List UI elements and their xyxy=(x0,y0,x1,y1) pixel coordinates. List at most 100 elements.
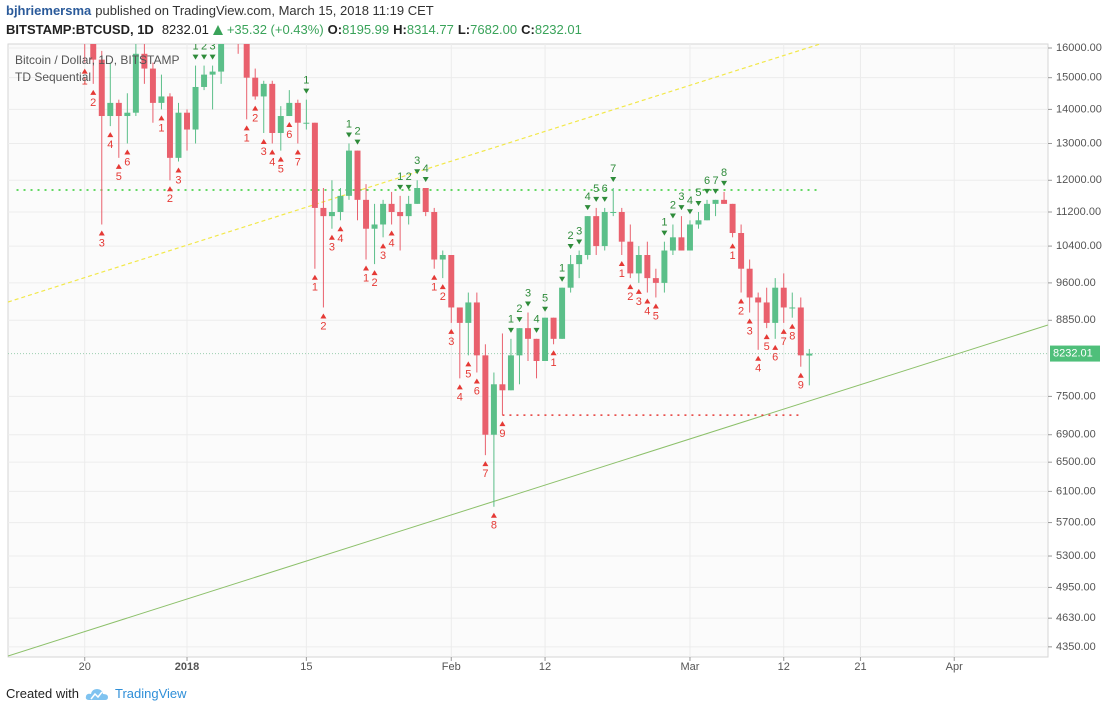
candle-body xyxy=(576,255,583,265)
td-count: 6 xyxy=(124,156,130,168)
candle-body xyxy=(175,112,182,158)
candle-body xyxy=(201,74,208,87)
candle-body xyxy=(789,307,796,309)
y-tick-label: 10400.00 xyxy=(1056,240,1102,252)
td-count: 9 xyxy=(499,428,505,440)
candle-body xyxy=(380,203,387,225)
td-arrow xyxy=(721,180,728,186)
td-count: 4 xyxy=(755,363,761,375)
brand[interactable]: TradingView xyxy=(114,686,187,701)
y-tick-label: 14000.00 xyxy=(1056,103,1102,115)
last-price-label: 8232.01 xyxy=(1053,347,1093,359)
td-arrow xyxy=(593,196,600,202)
candle-body xyxy=(431,212,438,260)
td-arrow xyxy=(209,54,216,60)
x-tick-label: 12 xyxy=(778,661,790,673)
td-arrow xyxy=(490,512,497,518)
y-tick-label: 16000.00 xyxy=(1056,42,1102,54)
td-count: 7 xyxy=(781,336,787,348)
td-count: 6 xyxy=(474,385,480,397)
td-arrow xyxy=(473,378,480,384)
td-count: 2 xyxy=(627,291,633,303)
td-arrow xyxy=(448,328,455,334)
td-arrow xyxy=(269,149,276,155)
td-arrow xyxy=(584,205,591,211)
td-arrow xyxy=(559,276,566,282)
td-count: 3 xyxy=(525,287,531,299)
td-arrow xyxy=(618,261,625,267)
candle-body xyxy=(166,96,173,158)
candle-body xyxy=(448,255,455,308)
candle-body xyxy=(277,116,284,133)
candle-body xyxy=(124,112,131,117)
ohlc-value: 8195.99 xyxy=(342,22,390,37)
td-arrow xyxy=(107,132,114,138)
td-arrow xyxy=(746,318,753,324)
td-arrow xyxy=(431,274,438,280)
td-count: 2 xyxy=(167,193,173,205)
candle-body xyxy=(243,44,250,78)
candle-body xyxy=(218,44,225,72)
trend-line xyxy=(8,324,1048,657)
td-arrow xyxy=(550,350,557,356)
ohlc-key: C: xyxy=(521,22,535,37)
candle-body xyxy=(422,188,429,213)
candle-body xyxy=(397,212,404,217)
td-arrow xyxy=(704,188,711,194)
td-count: 2 xyxy=(516,303,522,315)
logo xyxy=(85,688,108,700)
td-count: 4 xyxy=(423,163,429,175)
td-arrow xyxy=(380,243,387,249)
td-arrow xyxy=(363,265,370,271)
drawings xyxy=(8,44,1048,657)
candle-body xyxy=(363,199,370,229)
candle-body xyxy=(559,287,566,339)
td-arrow xyxy=(414,169,421,175)
candle-body xyxy=(303,122,310,124)
td-count: 4 xyxy=(337,233,343,245)
created-with: Created with xyxy=(6,686,79,701)
trend-line xyxy=(8,44,821,303)
td-arrow xyxy=(320,313,327,319)
candle-body xyxy=(593,216,600,247)
symbol-line: BITSTAMP:BTCUSD, 1D 8232.01 +35.32 (+0.4… xyxy=(6,22,582,37)
td-arrow xyxy=(780,328,787,334)
td-arrow xyxy=(115,163,122,169)
candle-body xyxy=(601,212,608,247)
td-count: 8 xyxy=(491,520,497,532)
ohlc-key: H: xyxy=(393,22,407,37)
td-count: 1 xyxy=(431,282,437,294)
td-count: 2 xyxy=(440,291,446,303)
td-arrow xyxy=(456,384,463,390)
candle-body xyxy=(294,102,301,123)
td-count: 1 xyxy=(363,272,369,284)
x-tick-label: Feb xyxy=(442,661,461,673)
td-arrow xyxy=(422,177,429,183)
td-count: 7 xyxy=(482,468,488,480)
td-arrow xyxy=(712,188,719,194)
td-count: 3 xyxy=(678,191,684,203)
y-tick-label: 15000.00 xyxy=(1056,72,1102,84)
grid xyxy=(8,44,1048,657)
candle-body xyxy=(704,203,710,221)
td-arrow xyxy=(277,156,284,162)
x-tick-label: 15 xyxy=(300,661,312,673)
candle-body xyxy=(286,102,293,117)
candle-body xyxy=(738,233,745,269)
candle-body xyxy=(516,328,523,356)
up-arrow xyxy=(212,24,223,35)
td-count: 4 xyxy=(269,156,275,168)
candle-body xyxy=(132,53,139,113)
author[interactable]: bjhriemersma xyxy=(6,3,92,18)
x-tick-label: Mar xyxy=(680,661,699,673)
td-count: 1 xyxy=(730,250,736,262)
td-count: 7 xyxy=(712,175,718,187)
td-arrow xyxy=(644,298,651,304)
td-count: 6 xyxy=(602,183,608,195)
td-count: 2 xyxy=(670,199,676,211)
td-count: 5 xyxy=(653,310,659,322)
candle-body xyxy=(90,44,97,60)
td-count: 1 xyxy=(346,118,352,130)
